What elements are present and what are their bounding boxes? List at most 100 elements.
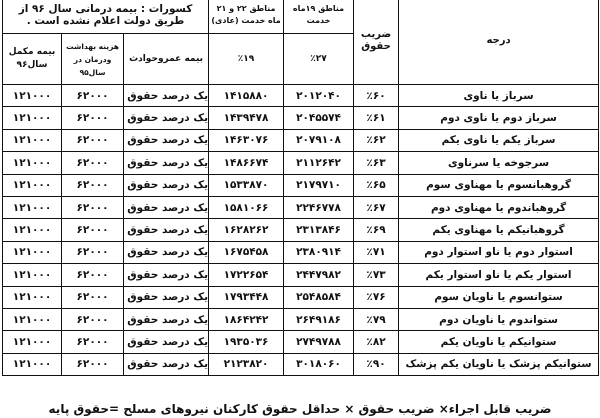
cell-regions-19: ۲۶۴۹۱۸۶	[283, 307, 355, 332]
header-row-2: ٪۲۷ ٪۱۹ بیمه عمروحوادث هزینه بهداشت ودرم…	[1, 33, 599, 85]
cell-life-insurance: یک درصد حقوق پایه	[123, 83, 210, 108]
cell-coefficient: ٪۶۰	[353, 83, 400, 108]
cell-health-cost: ۶۲۰۰۰	[61, 151, 125, 175]
cell-regions-22: ۱۴۱۵۸۸۰	[208, 83, 285, 108]
cell-life-insurance: یک درصد حقوق پایه	[123, 195, 210, 220]
cell-regions-19: ۲۳۱۳۸۴۶	[283, 218, 355, 242]
cell-regions-19: ۲۰۱۲۰۴۰	[283, 83, 355, 108]
cell-regions-19: ۲۲۴۶۷۷۸	[283, 195, 355, 220]
cell-supplementary: ۱۲۱۰۰۰	[1, 240, 63, 265]
cell-supplementary: ۱۲۱۰۰۰	[1, 106, 63, 130]
table-row: ستوانیکم پزشک یا ناویان یکم پزشک ٪۹۰ ۳۰۱۸۰…	[1, 352, 600, 377]
cell-life-insurance: یک درصد حقوق پایه	[123, 307, 210, 332]
cell-life-insurance: یک درصد حقوق پایه	[123, 263, 210, 287]
cell-supplementary: ۱۲۱۰۰۰	[1, 173, 63, 197]
cell-life-insurance: یک درصد حقوق پایه	[123, 151, 210, 175]
cell-regions-19: ۲۰۷۹۱۰۸	[283, 128, 355, 153]
cell-supplementary: ۱۲۱۰۰۰	[1, 285, 63, 309]
cell-health-cost: ۶۲۰۰۰	[61, 330, 125, 354]
cell-grade: سرباز دوم یا ناوی دوم	[398, 106, 600, 130]
header-grade: درجه	[398, 0, 600, 85]
cell-regions-19: ۲۷۴۹۷۸۸	[283, 330, 355, 354]
cell-grade: گروهباندوم یا مهناوی دوم	[398, 195, 600, 220]
cell-life-insurance: یک درصد حقوق پایه	[123, 128, 210, 153]
cell-regions-22: ۱۸۶۴۲۴۲	[208, 307, 285, 332]
cell-supplementary: ۱۲۱۰۰۰	[1, 83, 63, 108]
table-row: سرباز دوم یا ناوی دوم ٪۶۱ ۲۰۴۵۵۷۴ ۱۴۳۹۴۷۸ یک…	[1, 106, 600, 130]
cell-regions-19: ۲۰۴۵۵۷۴	[283, 106, 355, 130]
cell-grade: ستوانیکم یا ناویان یکم	[398, 330, 600, 354]
header-pct-19: ٪۱۹	[208, 33, 285, 85]
cell-coefficient: ٪۶۵	[353, 173, 400, 197]
cell-grade: سرباز یا ناوی	[398, 83, 600, 108]
cell-life-insurance: یک درصد حقوق پایه	[123, 240, 210, 265]
cell-health-cost: ۶۲۰۰۰	[61, 83, 125, 108]
cell-coefficient: ٪۶۲	[353, 128, 400, 153]
cell-regions-19: ۳۰۱۸۰۶۰	[283, 352, 355, 377]
cell-regions-22: ۱۴۶۳۰۷۶	[208, 128, 285, 153]
cell-health-cost: ۶۲۰۰۰	[61, 195, 125, 220]
cell-grade: ستوانسوم یا ناویان سوم	[398, 285, 600, 309]
cell-coefficient: ٪۷۳	[353, 263, 400, 287]
cell-supplementary: ۱۲۱۰۰۰	[1, 218, 63, 242]
cell-life-insurance: یک درصد حقوق پایه	[123, 352, 210, 377]
cell-coefficient: ٪۹۰	[353, 352, 400, 377]
cell-regions-22: ۱۵۳۳۸۷۰	[208, 173, 285, 197]
cell-regions-19: ۲۱۱۲۶۴۲	[283, 151, 355, 175]
table-row: گروهباندوم یا مهناوی دوم ٪۶۷ ۲۲۴۶۷۷۸ ۱۵۸۱۰۶…	[1, 195, 600, 220]
cell-regions-22: ۱۴۸۶۶۷۴	[208, 151, 285, 175]
cell-grade: سرجوخه یا سرناوی	[398, 151, 600, 175]
table-row: ستواندوم یا ناویان دوم ٪۷۹ ۲۶۴۹۱۸۶ ۱۸۶۴۲۴۲ ی…	[1, 307, 600, 332]
cell-coefficient: ٪۶۱	[353, 106, 400, 130]
cell-regions-22: ۱۶۲۸۲۶۲	[208, 218, 285, 242]
table-row: سرجوخه یا سرناوی ٪۶۳ ۲۱۱۲۶۴۲ ۱۴۸۶۶۷۴ یک درصد…	[1, 151, 600, 175]
cell-grade: گروهبانسوم یا مهناوی سوم	[398, 173, 600, 197]
cell-health-cost: ۶۲۰۰۰	[61, 128, 125, 153]
cell-regions-22: ۱۵۸۱۰۶۶	[208, 195, 285, 220]
cell-coefficient: ٪۶۷	[353, 195, 400, 220]
cell-regions-19: ۲۵۴۸۵۸۴	[283, 285, 355, 309]
header-coefficient: ضریب حقوق	[353, 0, 400, 85]
cell-coefficient: ٪۶۹	[353, 218, 400, 242]
header-row-1: درجه ضریب حقوق مناطق ۱۹ماه خدمت مناطق ۲۲…	[1, 0, 600, 85]
header-pct-27: ٪۲۷	[283, 33, 355, 85]
header-regions-19: مناطق ۱۹ماه خدمت	[283, 0, 355, 34]
cell-health-cost: ۶۲۰۰۰	[61, 173, 125, 197]
cell-life-insurance: یک درصد حقوق پایه	[123, 330, 210, 354]
cell-supplementary: ۱۲۱۰۰۰	[1, 352, 63, 377]
cell-regions-19: ۲۱۷۹۷۱۰	[283, 173, 355, 197]
cell-coefficient: ٪۷۶	[353, 285, 400, 309]
cell-health-cost: ۶۲۰۰۰	[61, 240, 125, 265]
cell-life-insurance: یک درصد حقوق پایه	[123, 218, 210, 242]
cell-regions-19: ۲۴۴۷۹۸۲	[283, 263, 355, 287]
cell-health-cost: ۶۲۰۰۰	[61, 352, 125, 377]
table-row: گروهبانسوم یا مهناوی سوم ٪۶۵ ۲۱۷۹۷۱۰ ۱۵۳۳۸۷…	[1, 173, 600, 197]
cell-regions-22: ۱۶۷۵۴۵۸	[208, 240, 285, 265]
cell-supplementary: ۱۲۱۰۰۰	[1, 307, 63, 332]
cell-life-insurance: یک درصد حقوق پایه	[123, 285, 210, 309]
cell-regions-22: ۱۴۳۹۴۷۸	[208, 106, 285, 130]
cell-life-insurance: یک درصد حقوق پایه	[123, 173, 210, 197]
cell-health-cost: ۶۲۰۰۰	[61, 307, 125, 332]
cell-health-cost: ۶۲۰۰۰	[61, 263, 125, 287]
cell-health-cost: ۶۲۰۰۰	[61, 106, 125, 130]
cell-grade: سرباز یکم یا ناوی یکم	[398, 128, 600, 153]
header-health-cost: هزینه بهداشت ودرمان در سال۹۵	[61, 33, 125, 85]
table-row: استوار یکم یا ناو استوار یکم ٪۷۳ ۲۴۴۷۹۸۲ ۱۷…	[1, 263, 600, 287]
table-row: ستوانیکم یا ناویان یکم ٪۸۲ ۲۷۴۹۷۸۸ ۱۹۳۵۰۳۶ ی…	[1, 330, 600, 354]
cell-supplementary: ۱۲۱۰۰۰	[1, 128, 63, 153]
cell-health-cost: ۶۲۰۰۰	[61, 285, 125, 309]
cell-grade: گروهبانیکم یا مهناوی یکم	[398, 218, 600, 242]
header-supplementary: بیمه مکمل سال۹۶	[1, 33, 63, 85]
salary-table: درجه ضریب حقوق مناطق ۱۹ماه خدمت مناطق ۲۲…	[1, 0, 600, 377]
cell-coefficient: ٪۷۱	[353, 240, 400, 265]
cell-grade: ستواندوم یا ناویان دوم	[398, 307, 600, 332]
cell-supplementary: ۱۲۱۰۰۰	[1, 195, 63, 220]
salary-table-wrapper: درجه ضریب حقوق مناطق ۱۹ماه خدمت مناطق ۲۲…	[1, 0, 600, 377]
cell-regions-22: ۱۹۳۵۰۳۶	[208, 330, 285, 354]
cell-coefficient: ٪۶۳	[353, 151, 400, 175]
table-row: سرباز یکم یا ناوی یکم ٪۶۲ ۲۰۷۹۱۰۸ ۱۴۶۳۰۷۶ یک…	[1, 128, 600, 153]
header-deductions: کسورات : بیمه درمانی سال ۹۶ از طریق دولت…	[1, 0, 210, 34]
table-row: سرباز یا ناوی ٪۶۰ ۲۰۱۲۰۴۰ ۱۴۱۵۸۸۰ یک درصد حق…	[1, 83, 600, 108]
cell-regions-22: ۲۱۲۳۸۲۰	[208, 352, 285, 377]
